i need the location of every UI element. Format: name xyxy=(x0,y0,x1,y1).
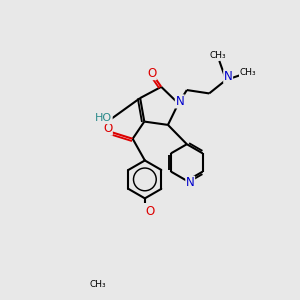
Text: O: O xyxy=(146,205,155,218)
Text: O: O xyxy=(103,122,112,135)
Text: N: N xyxy=(186,176,195,189)
Text: CH₃: CH₃ xyxy=(90,280,106,289)
Text: O: O xyxy=(147,67,156,80)
Text: CH₃: CH₃ xyxy=(239,68,256,77)
Text: N: N xyxy=(224,70,233,83)
Text: HO: HO xyxy=(95,113,112,124)
Text: CH₃: CH₃ xyxy=(210,51,226,60)
Text: N: N xyxy=(176,95,184,108)
